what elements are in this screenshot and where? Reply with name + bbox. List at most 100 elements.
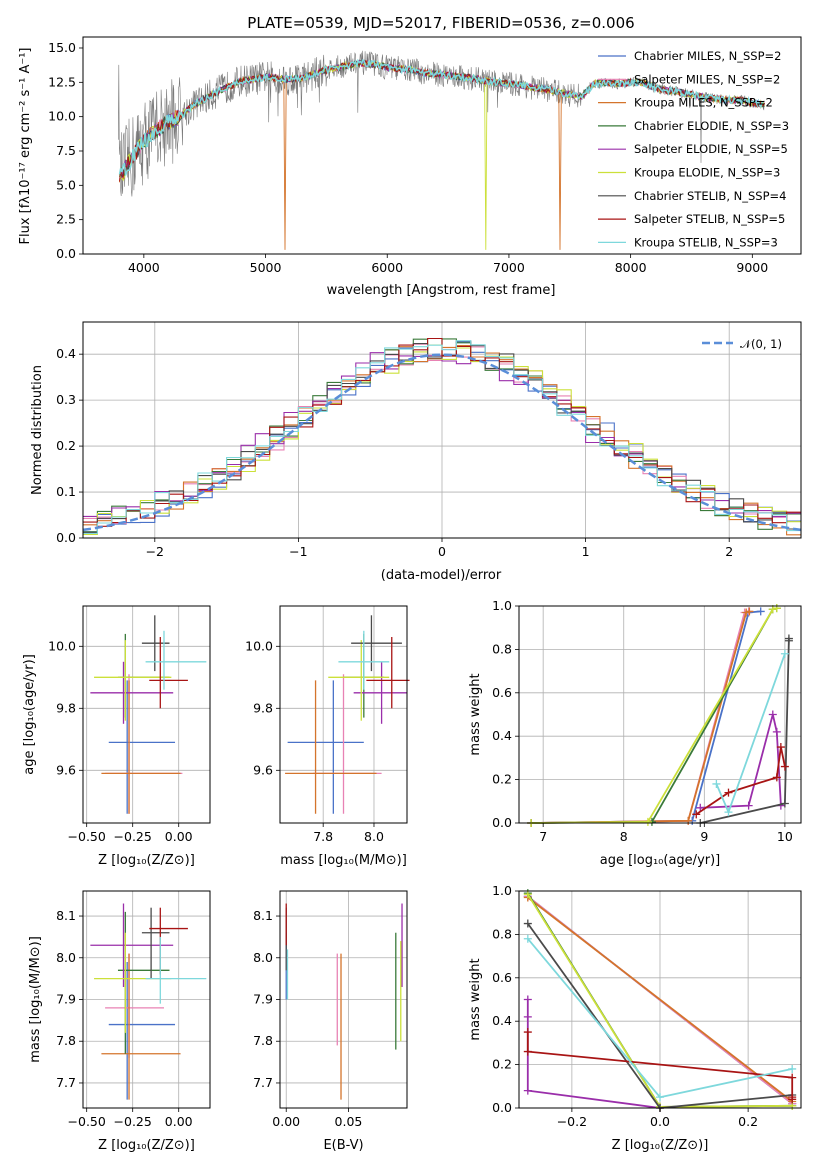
residuals-ytick-label: 0.4 [56, 346, 76, 361]
weight-marker [776, 743, 785, 752]
panel-ytick-label: 8.1 [56, 908, 76, 923]
panel-ytick-label: 7.8 [253, 1033, 273, 1048]
panel-ytick-label: 0.6 [492, 970, 512, 985]
panel-ytick-label: 8.0 [253, 950, 273, 965]
weight-marker [692, 810, 701, 819]
residuals-xtick-label: −2 [146, 544, 164, 559]
mass-vs-Z-panel: −0.50 −0.25 0.00 7.7 7.8 7.9 8.0 8.1 Z [log₁₀(Z/… [28, 890, 211, 1153]
weight-marker [780, 799, 789, 808]
panel-ytick-label: 0.6 [492, 685, 512, 700]
weight-line [531, 610, 749, 824]
weight-marker [523, 1012, 532, 1021]
weight-line [531, 610, 750, 824]
mass-vs-ebv-panel: 0.00 0.05 7.7 7.8 7.9 8.0 8.1 E(B-V) [253, 890, 408, 1153]
spectrum-ytick-label: 12.5 [48, 74, 76, 89]
legend-entry: Chabrier MILES, N_SSP=2 [634, 49, 781, 63]
weight-marker [756, 607, 765, 616]
spectrum-xtick-label: 4000 [128, 260, 160, 275]
age-vs-mass-panel: 7.8 8.0 9.6 9.8 10.0 mass [log₁₀(M/M⊙)] [245, 605, 410, 868]
panel-ytick-label: 7.7 [253, 1075, 273, 1090]
panel-xlabel: Z [log₁₀(Z/Z⊙)] [98, 853, 195, 868]
parameter-panels: −0.50 −0.25 0.00 9.6 9.8 10.0 Z [log₁₀(Z/Z⊙)] a… [22, 598, 802, 1153]
panel-ytick-label: 7.9 [56, 992, 76, 1007]
weight-marker [768, 710, 777, 719]
panel-xtick-label: 0.00 [165, 829, 193, 844]
legend-entry: Chabrier STELIB, N_SSP=4 [634, 189, 786, 203]
weight-marker [523, 919, 532, 928]
weight-line [531, 610, 761, 824]
weight-marker [780, 762, 789, 771]
panel-ytick-label: 8.1 [253, 908, 273, 923]
residuals-panel: −2 −1 0 1 2 0.0 0.1 0.2 0.3 0.4 𝒩(0, 1) (data-mod… [30, 321, 802, 583]
panel-ytick-label: 7.7 [56, 1075, 76, 1090]
weight-line [527, 896, 793, 1103]
spectrum-legend: Chabrier MILES, N_SSP=2 Salpeter MILES, N… [598, 49, 789, 249]
weight-vs-Z-panel: −0.2 0.0 0.2 0.0 0.2 0.4 0.6 0.8 1.0 Z [log₁₀(Z/Z… [468, 883, 802, 1153]
spectrum-ytick-label: 5.0 [56, 177, 76, 192]
residuals-histograms [83, 337, 801, 536]
weight-line [531, 607, 778, 824]
panel-ytick-label: 8.0 [56, 950, 76, 965]
panel-ytick-label: 10.0 [245, 638, 273, 653]
panel-xlabel: age [log₁₀(age/yr)] [600, 853, 721, 868]
panel-ytick-label: 0.2 [492, 1057, 512, 1072]
legend-entry: Salpeter ELODIE, N_SSP=5 [634, 142, 788, 156]
panel-ytick-label: 0.8 [492, 926, 512, 941]
legend-entry: Kroupa MILES, N_SSP=2 [634, 96, 773, 110]
panel-frame [518, 605, 802, 824]
legend-entry: Kroupa STELIB, N_SSP=3 [634, 235, 778, 249]
weight-marker [768, 605, 777, 614]
residuals-ytick-label: 0.3 [56, 392, 76, 407]
panel-xlabel: Z [log₁₀(Z/Z⊙)] [612, 1138, 709, 1153]
weight-marker [772, 727, 781, 736]
weight-marker [788, 1064, 797, 1073]
spectrum-xtick-label: 8000 [615, 260, 647, 275]
panel-ytick-label: 0.4 [492, 1013, 512, 1028]
spectrum-xtick-label: 5000 [250, 260, 282, 275]
legend-entry: Kroupa ELODIE, N_SSP=3 [634, 166, 780, 180]
panel-ytick-label: 9.8 [253, 700, 273, 715]
residuals-ylabel: Normed distribution [30, 365, 45, 495]
panel-xtick-label: −0.50 [68, 1114, 106, 1129]
weight-marker [684, 816, 693, 825]
panel-ytick-label: 0.0 [492, 815, 512, 830]
panel-xtick-label: −0.25 [114, 1114, 152, 1129]
gaussian-curve [82, 353, 802, 532]
spectrum-title: PLATE=0539, MJD=52017, FIBERID=0536, z=0… [247, 14, 634, 32]
panel-ytick-label: 0.2 [492, 772, 512, 787]
panel-ytick-label: 10.0 [48, 638, 76, 653]
weight-marker [784, 636, 793, 645]
residuals-ticks: −2 −1 0 1 2 0.0 0.1 0.2 0.3 0.4 [56, 346, 733, 559]
panel-ytick-label: 9.8 [56, 700, 76, 715]
weight-marker [523, 995, 532, 1004]
weight-vs-age-panel: 7 8 9 10 0.0 0.2 0.4 0.6 0.8 1.0 age [log₁₀(age/yr… [468, 598, 802, 868]
panel-xlabel: Z [log₁₀(Z/Z⊙)] [98, 1138, 195, 1153]
legend-entry: Salpeter STELIB, N_SSP=5 [634, 212, 785, 226]
panel-frame [82, 605, 211, 824]
residual-histogram [83, 340, 801, 534]
spectrum-ytick-label: 15.0 [48, 40, 76, 55]
panel-xlabel: E(B-V) [323, 1138, 363, 1153]
panel-frame [279, 605, 408, 824]
weight-marker [643, 817, 652, 826]
panel-xtick-label: 0.2 [738, 1114, 758, 1129]
residual-histogram [83, 340, 801, 533]
panel-xtick-label: 9 [700, 829, 708, 844]
panel-ytick-label: 7.8 [56, 1033, 76, 1048]
panel-xtick-label: −0.2 [557, 1114, 587, 1129]
panel-ylabel: age [log₁₀(age/yr)] [22, 654, 37, 775]
weight-marker [772, 604, 781, 613]
panel-xlabel: mass [log₁₀(M/M⊙)] [280, 853, 407, 868]
panel-xtick-label: 0.05 [335, 1114, 363, 1129]
spectrum-ytick-label: 2.5 [56, 212, 76, 227]
residuals-xtick-label: −1 [289, 544, 307, 559]
age-vs-Z-panel: −0.50 −0.25 0.00 9.6 9.8 10.0 Z [log₁₀(Z/Z⊙)] a… [22, 605, 211, 868]
spectrum-frame [82, 36, 802, 255]
panel-xtick-label: 8 [620, 829, 628, 844]
weight-marker [656, 1093, 664, 1102]
weight-marker [788, 1073, 797, 1082]
panel-ylabel: mass [log₁₀(M/M⊙)] [28, 936, 43, 1063]
residuals-xlabel: (data-model)/error [381, 568, 502, 583]
weight-marker [523, 890, 532, 899]
panel-xtick-label: 8.0 [364, 829, 384, 844]
